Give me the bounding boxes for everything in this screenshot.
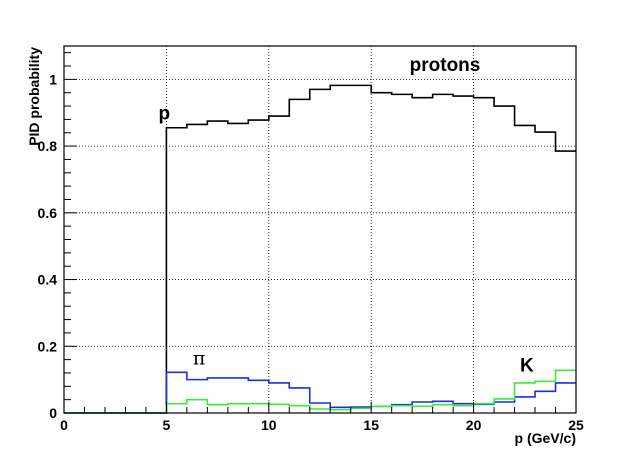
y-tick-label-2: 0.4 bbox=[38, 272, 58, 288]
y-axis-title: PID probability bbox=[26, 47, 42, 146]
x-tick-label-4: 20 bbox=[466, 417, 482, 433]
series-line-0 bbox=[64, 84, 576, 414]
annotation-blue: π bbox=[193, 348, 206, 370]
y-tick-label-0: 0 bbox=[49, 405, 57, 421]
x-axis-title: p (GeV/c) bbox=[515, 430, 576, 446]
x-tick-label-1: 5 bbox=[163, 417, 171, 433]
axis-ticks bbox=[63, 52, 577, 414]
y-tick-label-4: 0.8 bbox=[38, 138, 58, 154]
y-tick-label-3: 0.6 bbox=[38, 205, 58, 221]
annotation-black: p bbox=[159, 103, 171, 124]
chart-title: protons bbox=[410, 55, 481, 76]
grid-lines bbox=[64, 46, 576, 413]
annotation-green: K bbox=[520, 355, 534, 376]
x-tick-label-3: 15 bbox=[363, 417, 379, 433]
series-lines bbox=[64, 84, 576, 414]
series-line-1 bbox=[64, 371, 576, 414]
plot-frame bbox=[63, 45, 577, 414]
series-annotations: p π K bbox=[159, 103, 534, 376]
x-tick-label-2: 10 bbox=[261, 417, 277, 433]
x-tick-label-0: 0 bbox=[60, 417, 68, 433]
x-tick-label-5: 25 bbox=[568, 417, 584, 433]
y-tick-label-5: 1 bbox=[49, 71, 57, 87]
y-tick-label-1: 0.2 bbox=[38, 338, 58, 354]
tick-labels: 0 5 10 15 20 25 0 0.2 0.4 0.6 0.8 1 bbox=[38, 71, 584, 433]
series-line-2 bbox=[64, 369, 576, 414]
